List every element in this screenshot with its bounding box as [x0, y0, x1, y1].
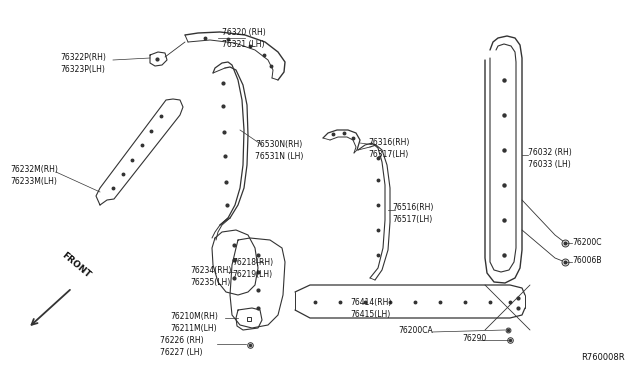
Text: R760008R: R760008R	[581, 353, 625, 362]
Text: 76226 (RH)
76227 (LH): 76226 (RH) 76227 (LH)	[160, 336, 204, 357]
Text: 76032 (RH)
76033 (LH): 76032 (RH) 76033 (LH)	[528, 148, 572, 169]
Text: 76234(RH)
76235(LH): 76234(RH) 76235(LH)	[190, 266, 232, 287]
Text: 76322P(RH)
76323P(LH): 76322P(RH) 76323P(LH)	[60, 53, 106, 74]
Text: 76320 (RH)
76321 (LH): 76320 (RH) 76321 (LH)	[222, 28, 266, 49]
Text: 76200CA: 76200CA	[398, 326, 433, 335]
Text: 76290: 76290	[462, 334, 486, 343]
Text: 76414(RH)
76415(LH): 76414(RH) 76415(LH)	[350, 298, 392, 319]
Text: 76006B: 76006B	[572, 256, 602, 265]
Text: 76200C: 76200C	[572, 238, 602, 247]
Text: 76316(RH)
76317(LH): 76316(RH) 76317(LH)	[368, 138, 410, 159]
Text: 76218(RH)
76219(LH): 76218(RH) 76219(LH)	[232, 258, 273, 279]
Text: 76210M(RH)
76211M(LH): 76210M(RH) 76211M(LH)	[170, 312, 218, 333]
Text: 76232M(RH)
76233M(LH): 76232M(RH) 76233M(LH)	[10, 165, 58, 186]
Text: 76530N(RH)
76531N (LH): 76530N(RH) 76531N (LH)	[255, 140, 303, 161]
Text: 76516(RH)
76517(LH): 76516(RH) 76517(LH)	[392, 203, 433, 224]
Text: FRONT: FRONT	[60, 251, 92, 280]
